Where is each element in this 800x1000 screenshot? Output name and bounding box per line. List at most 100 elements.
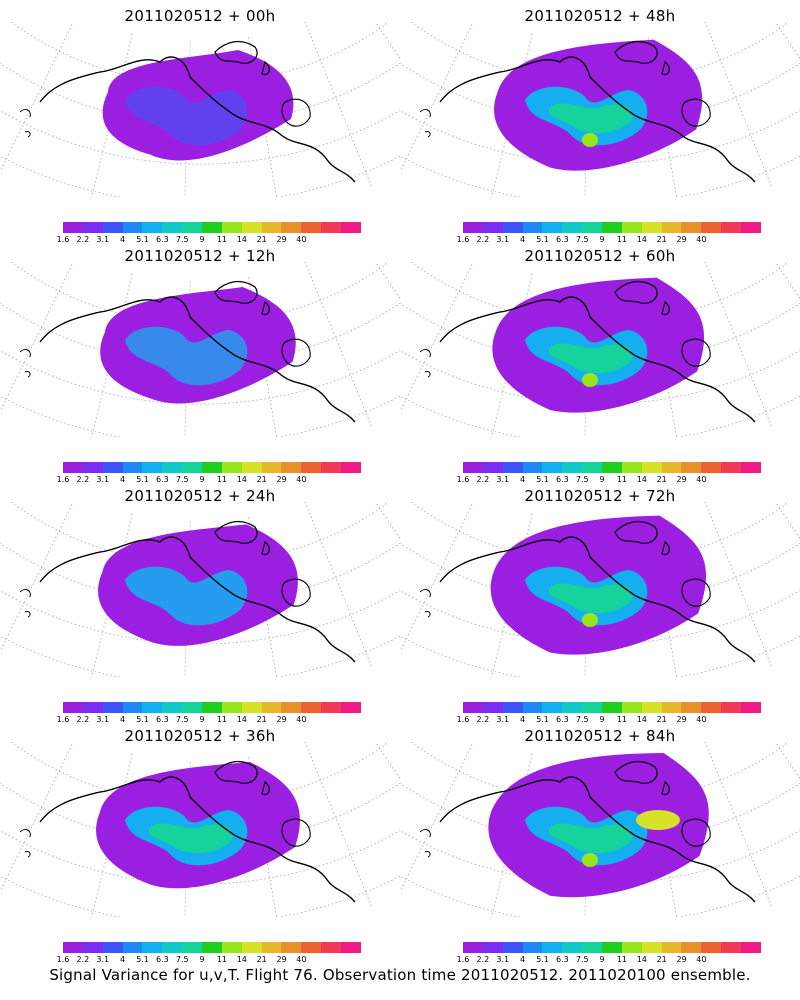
- colorbar-swatch: [63, 702, 83, 713]
- colorbar-swatch: [542, 462, 563, 473]
- colorbar-swatch: [741, 462, 761, 473]
- colorbar-tick-label: 9: [199, 475, 205, 484]
- colorbar-tick-label: 2.2: [76, 715, 90, 724]
- colorbar-tick-label: 9: [199, 955, 205, 964]
- colorbar-swatch: [301, 222, 322, 233]
- colorbar-swatch: [602, 222, 622, 233]
- colorbar-tick-label: 29: [276, 715, 287, 724]
- colorbar-tick-label: 29: [676, 955, 687, 964]
- colorbar-tick-label: 7.5: [575, 715, 589, 724]
- polar-map: [0, 22, 400, 197]
- colorbar-swatch: [82, 462, 103, 473]
- colorbar-labels: 1.6 2.2 3.1 4 5.1 6.3 7.5 9 11 14 21 29 40: [57, 475, 361, 485]
- colorbar-tick-label: 1.6: [56, 955, 70, 964]
- colorbar-tick-label: 40: [296, 715, 307, 724]
- colorbar-tick-label: 7.5: [575, 235, 589, 244]
- colorbar-swatch: [661, 222, 682, 233]
- colorbar-tick-label: 21: [256, 955, 267, 964]
- colorbar-swatch: [281, 702, 302, 713]
- variance-field: [490, 515, 707, 655]
- colorbar-swatch: [721, 942, 742, 953]
- colorbar-tick-label: 40: [296, 955, 307, 964]
- colorbar-swatch: [641, 942, 662, 953]
- colorbar-tick-label: 9: [599, 955, 605, 964]
- map-panel: 2011020512 + 60h 1.6 2.2 3.1 4 5.1 6.3 7.5 9 11 14…: [400, 240, 800, 485]
- colorbar-swatch: [661, 702, 682, 713]
- colorbar-swatch: [582, 462, 603, 473]
- colorbar-tick-label: 29: [676, 475, 687, 484]
- colorbar-tick-label: 5.1: [136, 475, 149, 484]
- colorbar-swatch: [142, 462, 163, 473]
- polar-map: [0, 742, 400, 917]
- colorbar-tick-label: 21: [256, 235, 267, 244]
- colorbar-tick-label: 2.2: [476, 235, 490, 244]
- colorbar-swatch: [281, 462, 302, 473]
- colorbar-swatch: [701, 942, 722, 953]
- colorbar: [63, 462, 361, 473]
- colorbar-labels: 1.6 2.2 3.1 4 5.1 6.3 7.5 9 11 14 21 29 40: [57, 235, 361, 245]
- colorbar-tick-label: 5.1: [536, 715, 549, 724]
- colorbar-tick-label: 5.1: [136, 955, 149, 964]
- colorbar-tick-label: 2.2: [476, 715, 490, 724]
- colorbar-swatch: [542, 222, 563, 233]
- colorbar-swatch: [701, 462, 722, 473]
- colorbar-swatch: [542, 942, 563, 953]
- colorbar-tick-label: 9: [599, 235, 605, 244]
- colorbar-tick-label: 6.3: [555, 715, 569, 724]
- colorbar-tick-label: 2.2: [76, 475, 90, 484]
- colorbar-swatch: [741, 702, 761, 713]
- colorbar-tick-label: 5.1: [536, 235, 549, 244]
- colorbar-tick-label: 14: [636, 715, 647, 724]
- colorbar-swatch: [502, 702, 523, 713]
- colorbar-swatch: [321, 222, 342, 233]
- colorbar-swatch: [102, 222, 123, 233]
- colorbar-tick-label: 1.6: [456, 715, 470, 724]
- colorbar-swatch: [621, 462, 642, 473]
- colorbar-swatch: [321, 942, 342, 953]
- colorbar-swatch: [463, 942, 483, 953]
- colorbar-swatch: [701, 702, 722, 713]
- colorbar-tick-label: 40: [696, 955, 707, 964]
- colorbar-swatch: [482, 702, 503, 713]
- colorbar-swatch: [82, 702, 103, 713]
- colorbar-swatch: [721, 222, 742, 233]
- variance-field: [492, 277, 705, 413]
- colorbar-tick-label: 21: [256, 715, 267, 724]
- colorbar-tick-label: 2.2: [76, 955, 90, 964]
- colorbar-swatch: [182, 462, 203, 473]
- colorbar-tick-label: 7.5: [575, 955, 589, 964]
- colorbar-swatch: [241, 702, 262, 713]
- colorbar-swatch: [82, 942, 103, 953]
- colorbar-tick-label: 4: [520, 715, 526, 724]
- colorbar-swatch: [162, 702, 183, 713]
- colorbar-tick-label: 11: [216, 715, 228, 724]
- colorbar-swatch: [681, 222, 702, 233]
- colorbar-swatch: [301, 462, 322, 473]
- colorbar-swatch: [162, 942, 183, 953]
- colorbar-swatch: [202, 462, 222, 473]
- colorbar-swatch: [641, 222, 662, 233]
- colorbar-tick-label: 6.3: [155, 955, 169, 964]
- colorbar-swatch: [482, 222, 503, 233]
- colorbar-tick-label: 2.2: [476, 475, 490, 484]
- colorbar-swatch: [582, 222, 603, 233]
- colorbar-tick-label: 14: [236, 475, 247, 484]
- colorbar-tick-label: 2.2: [76, 235, 90, 244]
- colorbar-swatch: [661, 462, 682, 473]
- colorbar-tick-label: 29: [276, 955, 287, 964]
- colorbar-tick-label: 6.3: [155, 235, 169, 244]
- colorbar-labels: 1.6 2.2 3.1 4 5.1 6.3 7.5 9 11 14 21 29 40: [457, 715, 761, 725]
- colorbar: [463, 462, 761, 473]
- colorbar-swatch: [621, 942, 642, 953]
- colorbar-tick-label: 7.5: [175, 955, 189, 964]
- colorbar-swatch: [281, 222, 302, 233]
- colorbar-swatch: [522, 222, 543, 233]
- colorbar-tick-label: 6.3: [555, 475, 569, 484]
- colorbar-tick-label: 2.2: [476, 955, 490, 964]
- colorbar-tick-label: 5.1: [536, 955, 549, 964]
- colorbar-swatch: [562, 222, 583, 233]
- map-panel: 2011020512 + 84h 1.6 2.2 3.1 4 5.1 6.3 7.5 9 11 14…: [400, 720, 800, 965]
- colorbar-tick-label: 40: [696, 235, 707, 244]
- panel-title: 2011020512 + 60h: [524, 247, 676, 265]
- colorbar-swatch: [221, 462, 242, 473]
